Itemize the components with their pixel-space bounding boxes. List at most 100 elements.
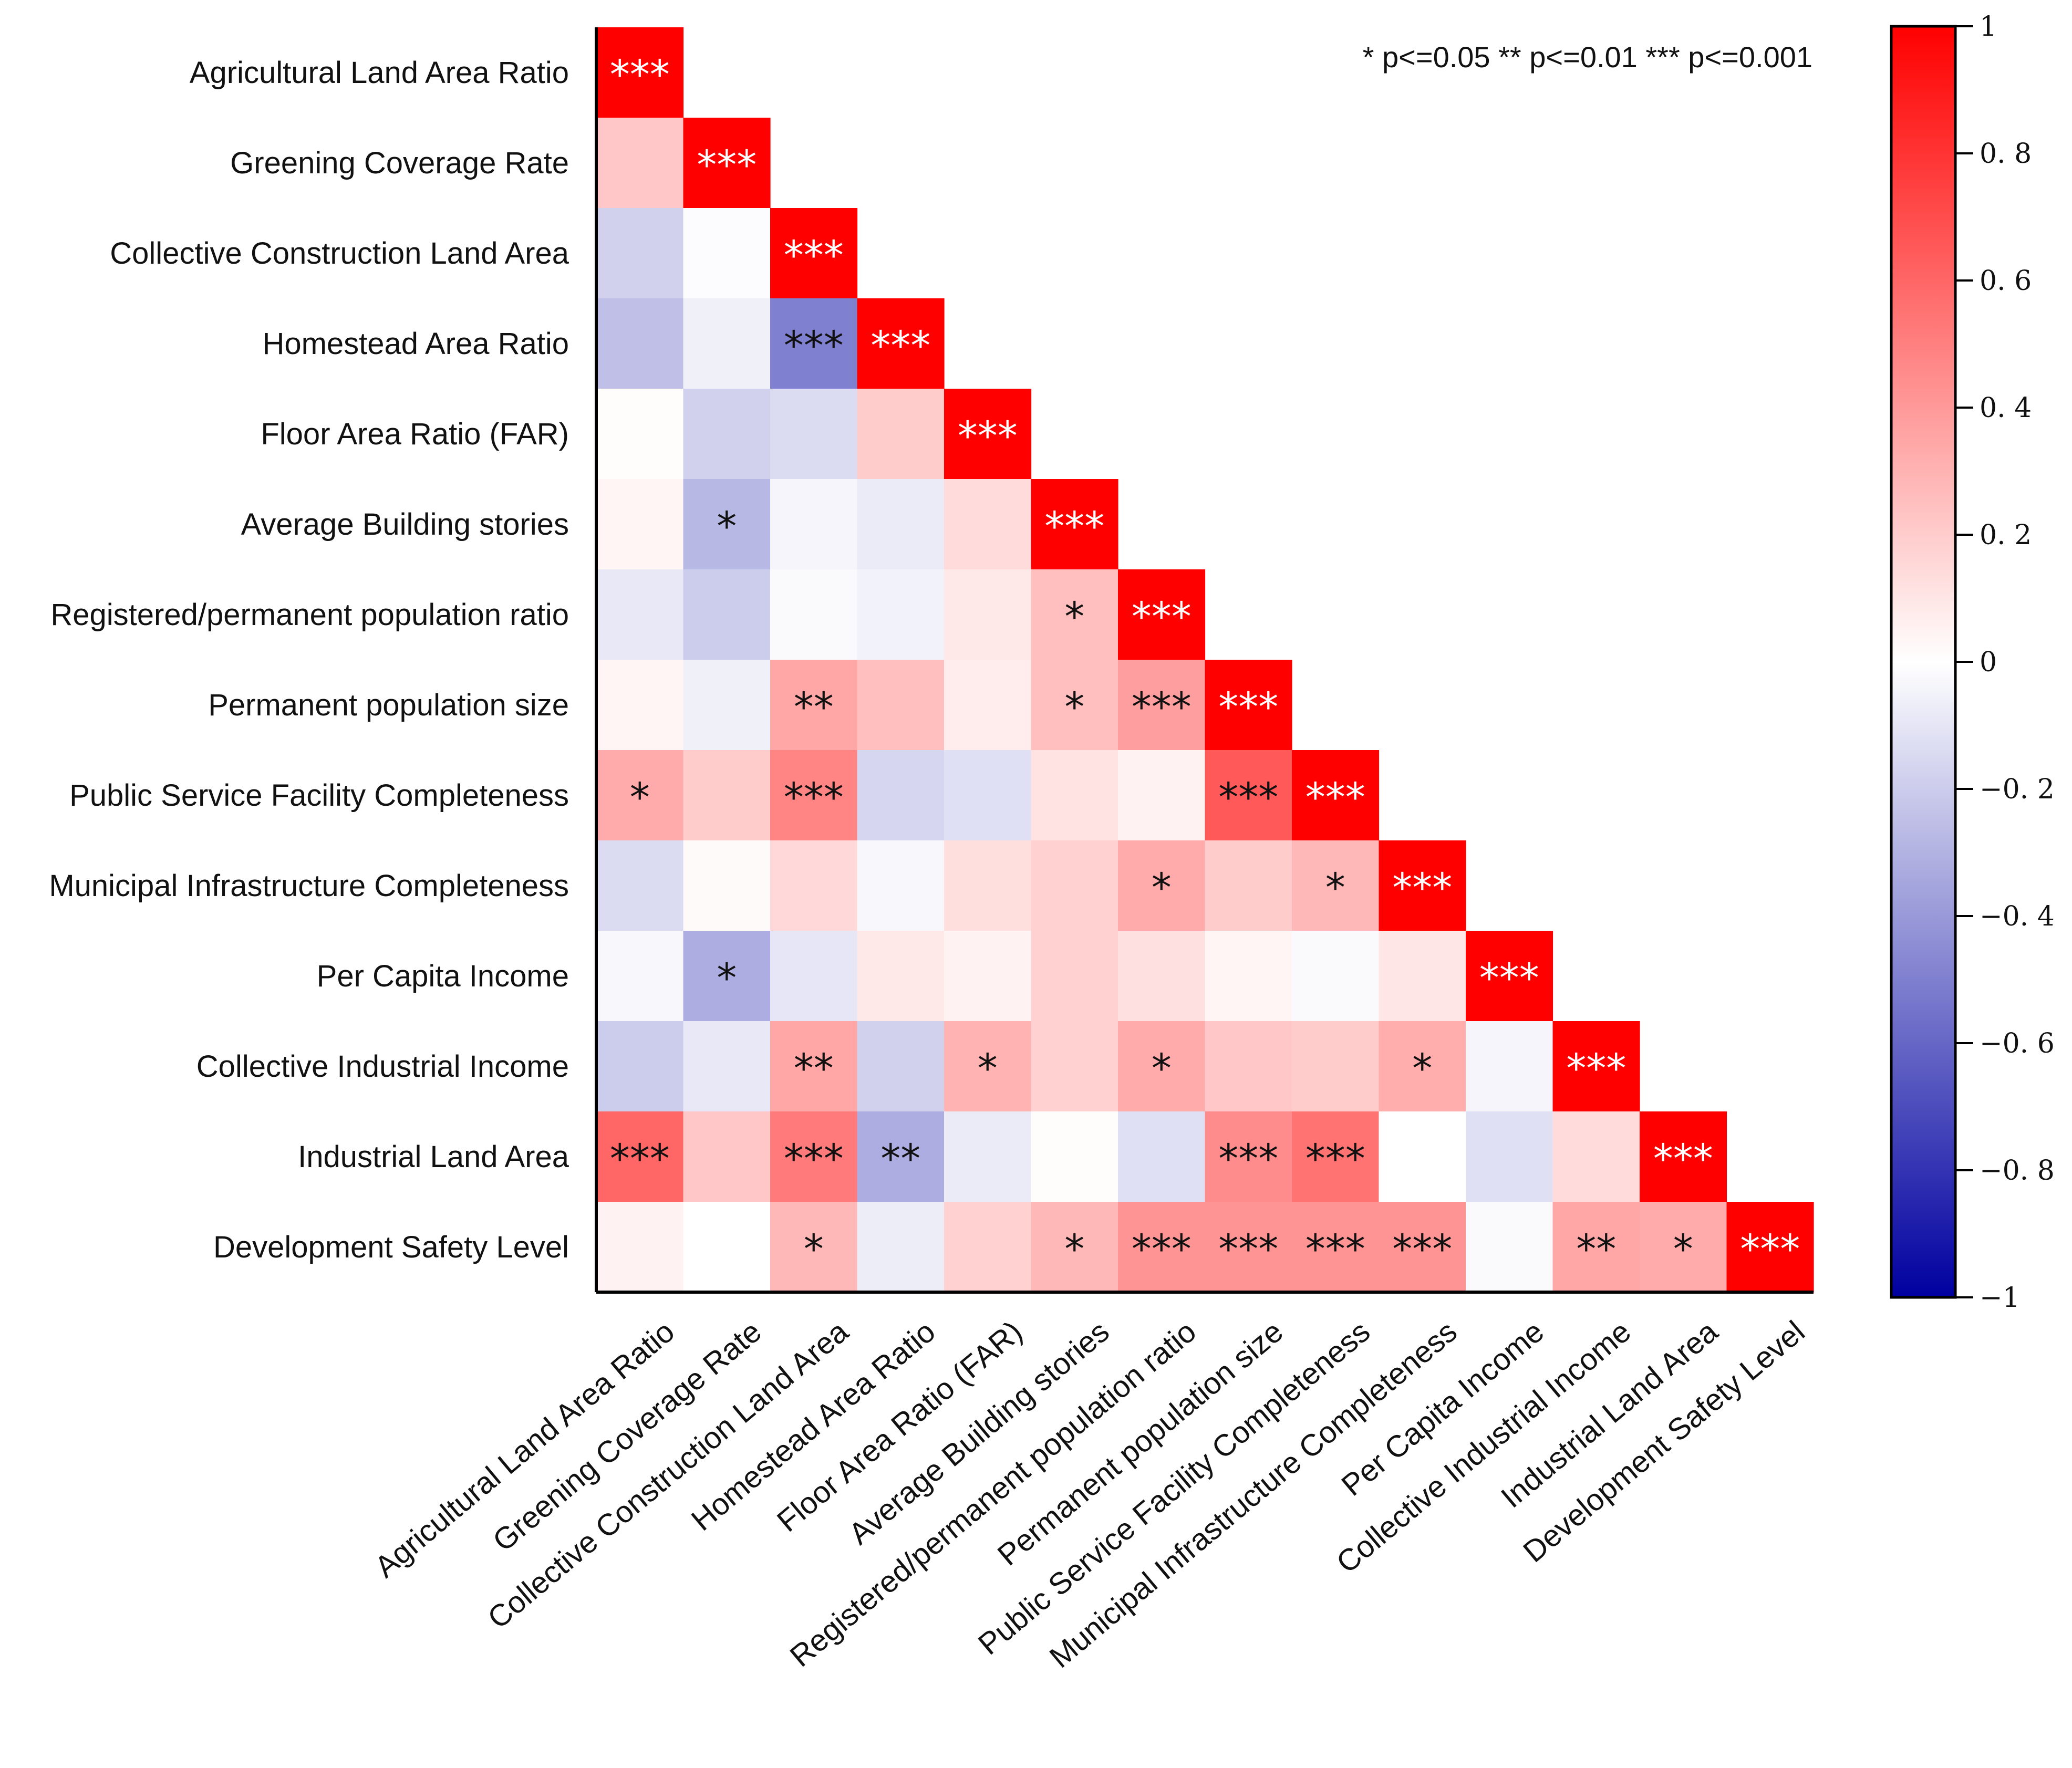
row-label-2: Collective Construction Land Area [110,236,569,271]
heatmap-cell-r13-c11 [1552,1202,1640,1293]
colorbar: 1 0. 8 0. 6 0. 4 0. 2 0 −0. 2 −0. 4 −0. 6 −0. 8 −1 [1890,11,2055,1314]
heatmap-cell-r10-c8 [1292,931,1380,1022]
heatmap-cell-r8-c3 [857,750,945,841]
heatmap-cell-r5-c1 [683,479,771,570]
significance-mark-r13-c6: *** [1132,1225,1192,1272]
heatmap-cell-r13-c12 [1640,1202,1727,1293]
heatmap-cell-r6-c2 [770,569,858,660]
significance-mark-r8-c8: *** [1306,774,1365,820]
significance-mark-r4-c4: *** [958,412,1018,459]
significance-mark-r5-c5: *** [1044,503,1104,549]
row-label-9: Municipal Infrastructure Completeness [49,869,569,903]
heatmap-cell-r2-c2 [770,208,858,299]
significance-mark-r10-c1: * [717,954,737,1001]
heatmap-cell-r10-c4 [944,931,1032,1022]
heatmap-cell-r8-c0 [596,750,684,841]
significance-mark-r9-c6: * [1152,864,1172,911]
colorbar-tick-label-2: 0. 6 [1980,265,2032,297]
heatmap-cell-r12-c11 [1552,1111,1640,1202]
significance-mark-r8-c7: *** [1218,774,1278,820]
heatmap-cell-r9-c1 [683,840,771,931]
significance-mark-r5-c1: * [717,503,737,549]
row-label-10: Per Capita Income [317,959,569,993]
row-label-12: Industrial Land Area [298,1140,569,1174]
heatmap-cell-r9-c4 [944,840,1032,931]
heatmap-cell-r13-c2 [770,1202,858,1293]
heatmap-cell-r10-c7 [1205,931,1292,1022]
heatmap-cell-r1-c1 [683,118,771,209]
row-label-5: Average Building stories [241,507,569,542]
significance-mark-r2-c2: *** [784,232,844,278]
significance-mark-r8-c0: * [630,774,650,820]
significance-mark-r10-c10: *** [1479,954,1539,1001]
heatmap-cell-r7-c2 [770,660,858,751]
row-label-8: Public Service Facility Completeness [69,778,569,813]
heatmap-cell-r8-c6 [1118,750,1206,841]
heatmap-cell-r2-c1 [683,208,771,299]
heatmap-cell-r12-c10 [1466,1111,1553,1202]
colorbar-tick-label-1: 0. 8 [1980,138,2032,170]
heatmap-cell-r7-c6 [1118,660,1206,751]
heatmap-cell-r7-c4 [944,660,1032,751]
heatmap-cell-r10-c10 [1466,931,1553,1022]
heatmap-cell-r3-c1 [683,298,771,389]
significance-mark-r9-c8: * [1325,864,1345,911]
significance-mark-r13-c9: *** [1392,1225,1452,1272]
significance-mark-r12-c8: *** [1306,1135,1365,1182]
heatmap-cell-r7-c5 [1031,660,1118,751]
heatmap-cell-r11-c10 [1466,1021,1553,1112]
heatmap-cell-r5-c5 [1031,479,1118,570]
significance-legend: * p<=0.05 ** p<=0.01 *** p<=0.001 [1363,40,1812,74]
heatmap-cell-r13-c8 [1292,1202,1380,1293]
heatmap-cell-r10-c3 [857,931,945,1022]
heatmap-cell-r12-c12 [1640,1111,1727,1202]
significance-legend-text: * p<=0.05 ** p<=0.01 *** p<=0.001 [1363,40,1812,74]
heatmap-cell-r6-c5 [1031,569,1118,660]
row-labels: Agricultural Land Area Ratio Greening Cov… [49,56,569,1264]
heatmap-cell-r13-c9 [1379,1202,1466,1293]
heatmap-cell-r11-c8 [1292,1021,1380,1112]
heatmap-cells [596,27,1814,1293]
heatmap-cell-r10-c6 [1118,931,1206,1022]
significance-mark-r8-c2: *** [784,774,844,820]
heatmap-cell-r3-c2 [770,298,858,389]
significance-mark-r0-c0: *** [610,51,670,98]
heatmap-cell-r10-c0 [596,931,684,1022]
heatmap-cell-r5-c3 [857,479,945,570]
heatmap-cell-r4-c2 [770,389,858,480]
significance-mark-r13-c11: ** [1576,1225,1616,1272]
row-label-6: Registered/permanent population ratio [50,598,569,632]
significance-mark-r11-c6: * [1152,1045,1172,1091]
heatmap-cell-r8-c2 [770,750,858,841]
heatmap-cell-r6-c0 [596,569,684,660]
heatmap-cell-r11-c2 [770,1021,858,1112]
significance-mark-r12-c12: *** [1653,1135,1713,1182]
heatmap-cell-r3-c0 [596,298,684,389]
significance-mark-r7-c5: * [1064,683,1084,730]
row-label-0: Agricultural Land Area Ratio [190,56,569,90]
heatmap-cell-r12-c3 [857,1111,945,1202]
heatmap-cell-r12-c2 [770,1111,858,1202]
colorbar-tick-label-9: −0. 8 [1980,1155,2055,1187]
heatmap-cell-r12-c0 [596,1111,684,1202]
heatmap-cell-r6-c3 [857,569,945,660]
heatmap-cell-r13-c10 [1466,1202,1553,1293]
significance-mark-r13-c2: * [804,1225,824,1272]
colorbar-gradient [1890,25,1957,1299]
significance-mark-r12-c3: ** [880,1135,920,1182]
significance-mark-r13-c5: * [1064,1225,1084,1272]
heatmap-cell-r7-c1 [683,660,771,751]
column-label-2: Collective Construction Land Area [481,1314,855,1636]
heatmap-cell-r4-c3 [857,389,945,480]
heatmap-cell-r9-c8 [1292,840,1380,931]
heatmap-cell-r8-c5 [1031,750,1118,841]
heatmap-cell-r5-c2 [770,479,858,570]
heatmap-cell-r7-c3 [857,660,945,751]
significance-mark-r13-c12: * [1673,1225,1693,1272]
heatmap-cell-r11-c4 [944,1021,1032,1112]
heatmap-cell-r13-c5 [1031,1202,1118,1293]
heatmap-cell-r10-c5 [1031,931,1118,1022]
significance-mark-r12-c2: *** [784,1135,844,1182]
significance-marks: ************ ******* **** ***** * *** **** *** *… [610,51,1800,1272]
